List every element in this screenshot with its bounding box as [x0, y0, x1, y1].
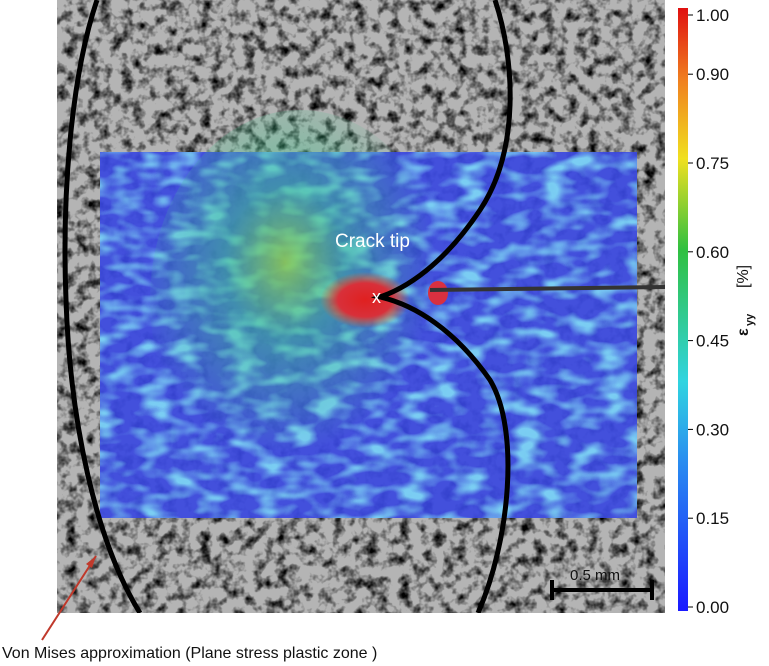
- specimen-image: [57, 0, 665, 613]
- tick-label: 0.90: [696, 65, 729, 84]
- tick-label: 1.00: [696, 6, 729, 25]
- colorbar: [678, 8, 688, 611]
- tick-label: 0.00: [696, 598, 729, 617]
- tick-label: 0.15: [696, 509, 729, 528]
- tick-label: 0.30: [696, 420, 729, 439]
- scale-bar-label: 0.5 mm: [570, 567, 620, 584]
- tick-label: 0.45: [696, 332, 729, 351]
- crack-tip-label: Crack tip: [335, 231, 410, 252]
- tick-label: 0.75: [696, 154, 729, 173]
- colorbar-title: ε yy [%]: [735, 265, 756, 336]
- colorbar-ticks: 0.00 0.15 0.30 0.45 0.60 0.75 0.90 1.00: [688, 6, 729, 617]
- strain-map: [100, 110, 637, 518]
- colorbar-subscript: yy: [744, 313, 756, 326]
- caption: Von Mises approximation (Plane stress pl…: [2, 645, 377, 662]
- figure: Crack tip x 0.5 mm Von Mises approximati…: [0, 0, 769, 666]
- tick-label: 0.60: [696, 243, 729, 262]
- colorbar-symbol: ε: [735, 328, 752, 336]
- tip-marker: x: [372, 287, 381, 307]
- colorbar-unit: [%]: [735, 265, 752, 288]
